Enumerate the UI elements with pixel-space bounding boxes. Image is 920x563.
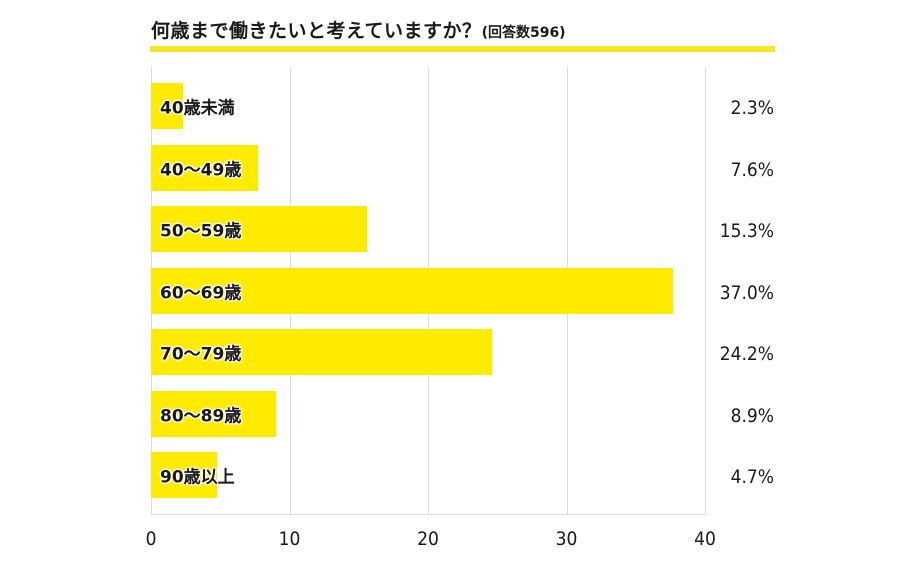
- x-tick-label: 30: [555, 528, 578, 550]
- x-tick-label: 0: [145, 528, 157, 550]
- bar: 90歳以上: [151, 452, 235, 498]
- value-label: 7.6%: [730, 158, 774, 181]
- value-label: 37.0%: [719, 281, 774, 304]
- x-tick-label: 20: [417, 528, 439, 550]
- category-label: 40〜49歳: [160, 160, 242, 180]
- chart-title-main: 何歳まで働きたいと考えていますか？: [151, 20, 482, 42]
- bar: 50〜59歳: [151, 206, 367, 252]
- gridline-40: [705, 67, 706, 515]
- chart-title: 何歳まで働きたいと考えていますか？(回答数596): [151, 18, 566, 46]
- bar: 70〜79歳: [151, 329, 493, 375]
- chart-title-subtitle: (回答数596): [481, 25, 566, 41]
- plot-area: 40歳未満 40〜49歳 50〜59歳 60〜69歳 70〜79歳 80〜89歳 90歳以上: [151, 67, 706, 515]
- value-label: 15.3%: [719, 220, 774, 242]
- value-label: 4.7%: [730, 466, 774, 488]
- value-label: 24.2%: [719, 343, 774, 365]
- bar: 80〜89歳: [151, 390, 277, 437]
- category-label: 80〜89歳: [160, 406, 242, 426]
- value-label: 8.9%: [730, 404, 774, 427]
- category-label: 90歳以上: [160, 467, 235, 488]
- category-label: 50〜59歳: [160, 221, 242, 242]
- value-label: 2.3%: [730, 97, 774, 119]
- category-label: 70〜79歳: [160, 344, 242, 365]
- bar: 60〜69歳: [151, 267, 673, 314]
- title-underline: [150, 46, 775, 52]
- x-tick-label: 10: [278, 528, 301, 550]
- bar: 40歳未満: [151, 83, 235, 129]
- category-label: 60〜69歳: [160, 283, 242, 303]
- bar: 40〜49歳: [151, 144, 259, 191]
- x-tick-label: 40: [694, 528, 716, 550]
- category-label: 40歳未満: [160, 98, 235, 119]
